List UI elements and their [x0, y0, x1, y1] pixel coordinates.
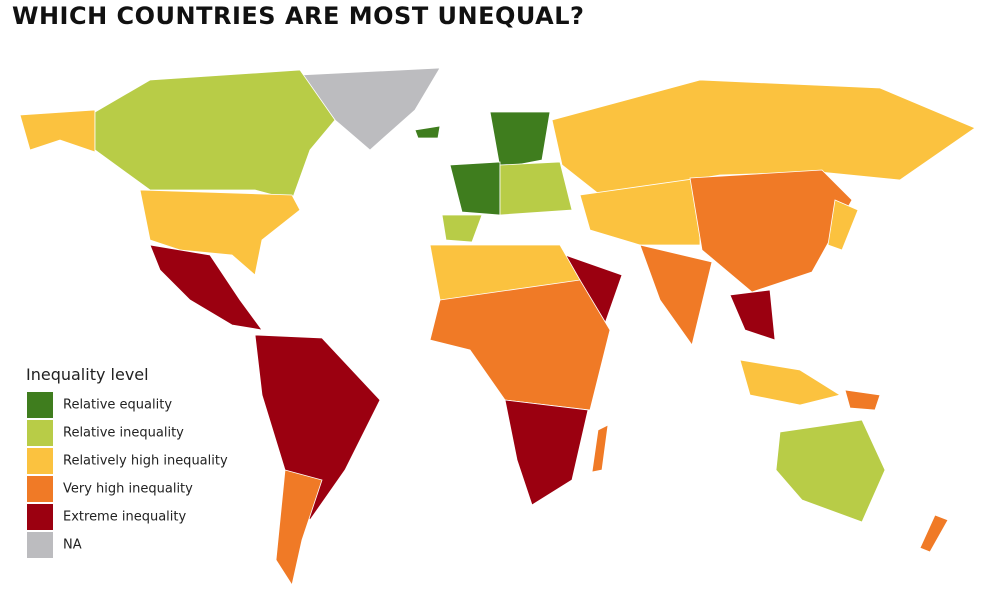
china	[689, 169, 853, 293]
scandinavia	[489, 111, 551, 169]
legend-swatch	[27, 392, 53, 418]
japan	[827, 199, 859, 251]
legend-label: Relatively high inequality	[63, 454, 228, 469]
usa	[139, 189, 301, 276]
new-zealand	[919, 514, 949, 553]
iceland	[414, 125, 441, 139]
indonesia	[739, 359, 842, 406]
southern-africa	[504, 399, 589, 506]
legend-swatch	[27, 448, 53, 474]
legend-label: Relative inequality	[63, 426, 184, 441]
iberia	[441, 214, 483, 243]
indochina	[729, 289, 776, 341]
russia	[551, 79, 976, 196]
central-america	[149, 244, 263, 331]
legend-label: Relative equality	[63, 398, 172, 413]
madagascar	[591, 424, 609, 473]
australia	[775, 419, 886, 523]
southern-cone	[275, 469, 323, 587]
india	[639, 244, 713, 346]
central-africa	[429, 279, 611, 411]
central-asia	[579, 177, 701, 246]
title: WHICH COUNTRIES ARE MOST UNEQUAL?	[12, 2, 585, 30]
legend-label: Extreme inequality	[63, 510, 186, 525]
legend-swatch	[27, 504, 53, 530]
canada	[94, 69, 336, 201]
alaska	[19, 109, 96, 153]
western-europe	[449, 161, 501, 216]
legend-title: Inequality level	[26, 365, 149, 384]
south-america	[254, 334, 381, 521]
legend-swatch	[27, 420, 53, 446]
legend: Inequality level Relative equality Relati…	[26, 365, 228, 558]
legend-swatch	[27, 532, 53, 558]
papua	[844, 389, 881, 411]
legend-swatch	[27, 476, 53, 502]
central-europe	[499, 161, 573, 216]
legend-label: Very high inequality	[63, 482, 193, 497]
legend-label: NA	[63, 538, 82, 553]
